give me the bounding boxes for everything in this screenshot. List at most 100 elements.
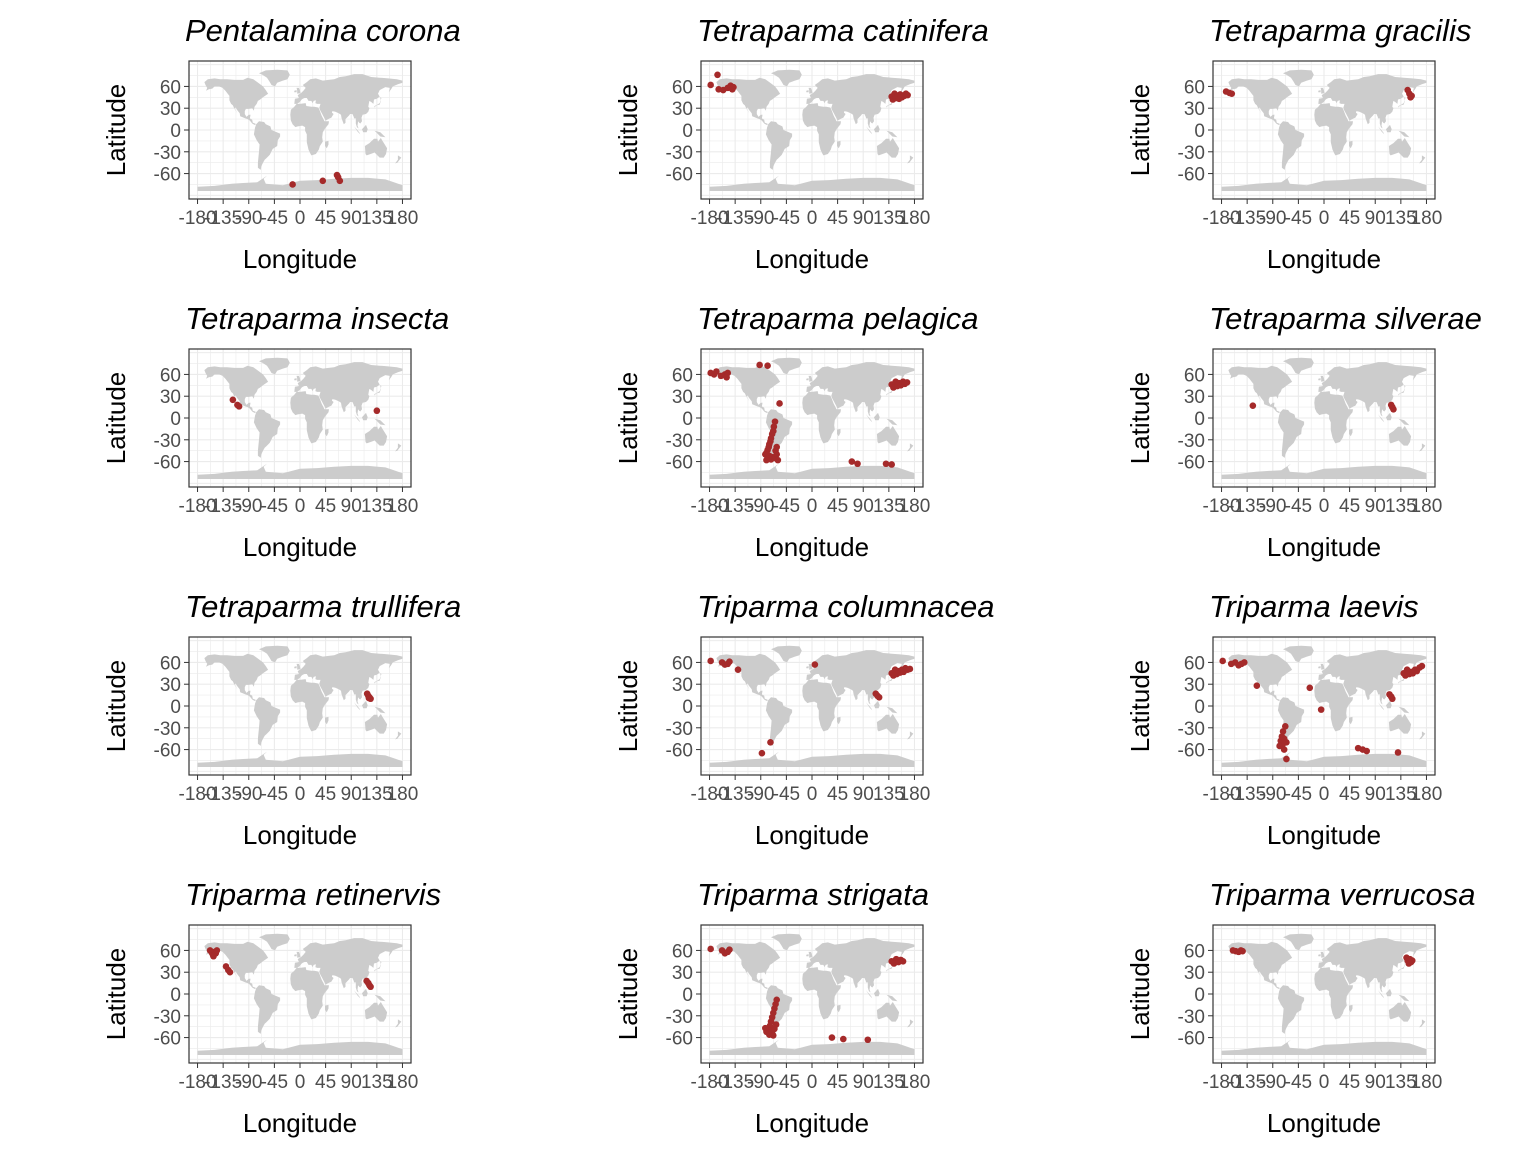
land-polygon bbox=[866, 990, 873, 999]
land-polygon bbox=[1318, 938, 1427, 993]
land-polygon bbox=[1388, 714, 1412, 734]
occurrence-point bbox=[726, 946, 733, 953]
land-polygon bbox=[1388, 426, 1412, 446]
land-polygon bbox=[395, 443, 402, 452]
land-polygon bbox=[886, 706, 898, 714]
x-tick-label: 135 bbox=[1385, 784, 1417, 805]
x-axis-label: Longitude bbox=[755, 532, 869, 562]
land-polygon bbox=[907, 731, 914, 740]
land-polygon bbox=[294, 74, 403, 129]
land-polygon bbox=[1398, 130, 1410, 138]
land-polygon bbox=[837, 140, 841, 149]
map-chart: Triparma verrucosa -180-135-90-45 0 45 90 135… bbox=[1125, 877, 1475, 1138]
y-tick-label: -60 bbox=[1178, 1029, 1205, 1050]
x-tick-label: 180 bbox=[387, 1072, 419, 1093]
x-tick-label: -45 bbox=[773, 208, 800, 229]
occurrence-point bbox=[714, 71, 721, 79]
x-tick-label: 135 bbox=[873, 496, 905, 517]
y-tick-label: -60 bbox=[154, 1029, 181, 1050]
land-polygon bbox=[1419, 443, 1426, 452]
land-polygon bbox=[886, 994, 898, 1002]
land-polygon bbox=[1349, 428, 1353, 437]
x-tick-label: 135 bbox=[1385, 1072, 1417, 1093]
occurrence-point bbox=[764, 362, 771, 370]
x-axis-label: Longitude bbox=[1267, 820, 1381, 850]
x-tick-label: -90 bbox=[747, 784, 774, 805]
land-polygon bbox=[364, 426, 388, 446]
occurrence-point bbox=[848, 458, 856, 465]
occurrence-point bbox=[1241, 659, 1248, 666]
land-polygon bbox=[1318, 666, 1321, 669]
y-tick-label: 60 bbox=[672, 77, 693, 98]
land-polygon bbox=[1318, 650, 1427, 705]
x-tick-label: 0 bbox=[807, 784, 818, 805]
occurrence-point bbox=[769, 1032, 777, 1039]
x-tick-label: -180 bbox=[179, 496, 217, 517]
occurrence-point bbox=[840, 1035, 847, 1043]
map-panel: Triparma strigata -180 -135 -90 -45 0 45 90 135 1… bbox=[512, 864, 1024, 1152]
land-polygon bbox=[802, 103, 841, 156]
land-polygon bbox=[374, 673, 382, 684]
occurrence-point bbox=[773, 443, 781, 451]
map-chart: Tetraparma trullifera -180-135-90-45 0 45 90… bbox=[101, 589, 461, 850]
x-tick-label: 90 bbox=[853, 208, 874, 229]
gridlines bbox=[1213, 61, 1435, 199]
x-tick-label: 45 bbox=[827, 208, 848, 229]
occurrence-point bbox=[758, 749, 766, 757]
land-polygon bbox=[874, 124, 880, 133]
land-polygon bbox=[876, 1002, 900, 1022]
land-polygon bbox=[716, 77, 781, 125]
land-polygon bbox=[1283, 645, 1314, 663]
land-polygon bbox=[325, 716, 329, 725]
land-polygon bbox=[1318, 378, 1321, 381]
land-polygon bbox=[1386, 700, 1392, 709]
x-tick-label: 0 bbox=[807, 208, 818, 229]
x-tick-label: -135 bbox=[204, 496, 242, 517]
occurrence-point bbox=[1219, 657, 1226, 665]
occurrence-point bbox=[771, 418, 779, 425]
land-polygon bbox=[808, 663, 813, 670]
map-panel: Tetraparma trullifera -180 -135 -90 -45 0 45 90… bbox=[0, 576, 512, 864]
occurrence-point bbox=[767, 739, 774, 746]
panel-title: Tetraparma trullifera bbox=[185, 589, 461, 624]
land-polygon bbox=[204, 941, 269, 989]
land-polygon bbox=[808, 951, 813, 958]
land-polygon bbox=[765, 121, 793, 170]
land-polygon bbox=[204, 77, 269, 125]
x-tick-label: -180 bbox=[691, 496, 729, 517]
land-polygon bbox=[874, 988, 880, 997]
y-tick-label: 0 bbox=[682, 985, 693, 1006]
x-tick-label: -135 bbox=[204, 784, 242, 805]
land-polygon bbox=[1378, 414, 1385, 423]
occurrence-point bbox=[1253, 682, 1261, 689]
land-polygon bbox=[1314, 391, 1353, 444]
x-tick-label: -180 bbox=[1203, 1072, 1241, 1093]
land-polygon bbox=[886, 418, 898, 426]
panel-title: Tetraparma pelagica bbox=[697, 301, 978, 336]
y-tick-label: 30 bbox=[160, 675, 181, 696]
occurrence-point bbox=[707, 81, 714, 89]
land-polygon bbox=[253, 409, 281, 458]
land-polygon bbox=[709, 463, 915, 479]
x-axis-label: Longitude bbox=[243, 1108, 357, 1138]
land-polygon bbox=[325, 140, 329, 149]
panel-title: Triparma verrucosa bbox=[1209, 877, 1475, 912]
map-chart: Tetraparma pelagica -180-135-90-45 0 45 90 13… bbox=[613, 301, 978, 562]
land-polygon bbox=[1228, 77, 1293, 125]
y-tick-label: -30 bbox=[666, 1007, 693, 1028]
land-polygon bbox=[1419, 1019, 1426, 1028]
x-tick-label: 45 bbox=[1339, 208, 1360, 229]
y-tick-label: -30 bbox=[666, 719, 693, 740]
land-layer bbox=[1221, 357, 1427, 479]
x-tick-label: -135 bbox=[716, 1072, 754, 1093]
occurrence-points bbox=[707, 71, 911, 103]
land-polygon bbox=[1349, 140, 1353, 149]
x-tick-label: 180 bbox=[899, 496, 931, 517]
land-polygon bbox=[866, 126, 873, 135]
land-polygon bbox=[325, 428, 329, 437]
